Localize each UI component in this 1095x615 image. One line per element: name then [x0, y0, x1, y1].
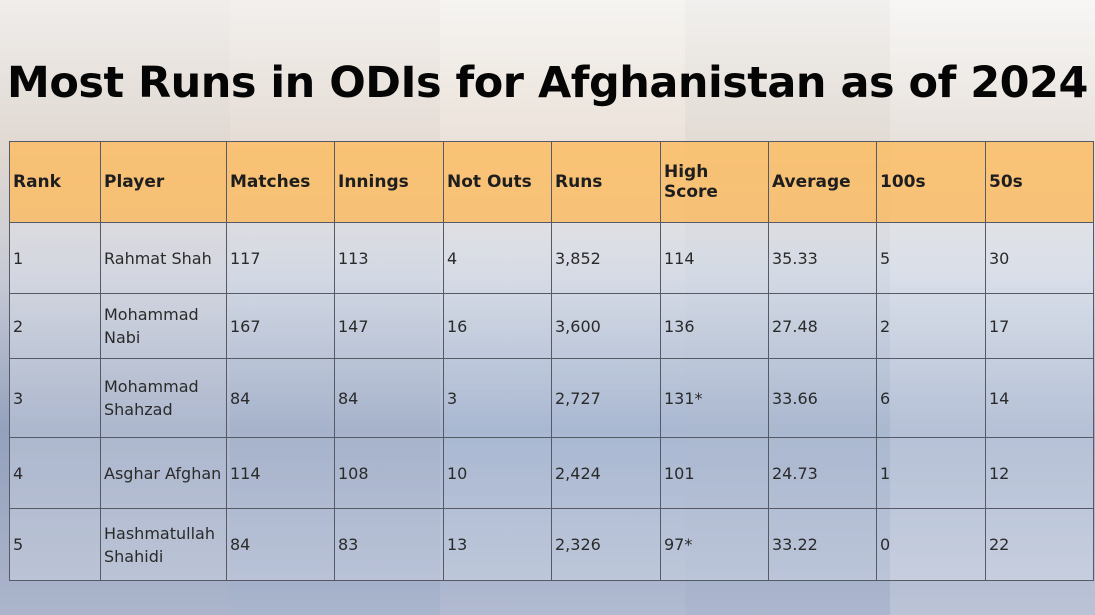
cell-matches: 84 [226, 508, 335, 581]
cell-not-outs: 3 [443, 358, 552, 438]
cell-rank: 5 [9, 508, 101, 581]
page-title: Most Runs in ODIs for Afghanistan as of … [7, 58, 1088, 108]
table-header-row: Rank Player Matches Innings Not Outs Run… [9, 141, 1094, 223]
column-header-matches: Matches [226, 141, 335, 223]
cell-50s: 14 [985, 358, 1094, 438]
cell-matches: 84 [226, 358, 335, 438]
cell-50s: 17 [985, 293, 1094, 359]
column-header-rank: Rank [9, 141, 101, 223]
column-header-innings: Innings [334, 141, 444, 223]
cell-player: Hashmatullah Shahidi [100, 508, 227, 581]
cell-runs: 2,326 [551, 508, 661, 581]
cell-matches: 114 [226, 437, 335, 509]
cell-100s: 2 [876, 293, 986, 359]
column-header-player: Player [100, 141, 227, 223]
cell-innings: 108 [334, 437, 444, 509]
cell-high-score: 114 [660, 222, 769, 294]
column-header-100s: 100s [876, 141, 986, 223]
cell-runs: 2,424 [551, 437, 661, 509]
cell-100s: 1 [876, 437, 986, 509]
cell-player: Mohammad Nabi [100, 293, 227, 359]
cell-high-score: 131* [660, 358, 769, 438]
cell-not-outs: 10 [443, 437, 552, 509]
cell-average: 27.48 [768, 293, 877, 359]
cell-runs: 3,600 [551, 293, 661, 359]
cell-100s: 6 [876, 358, 986, 438]
cell-average: 24.73 [768, 437, 877, 509]
cell-rank: 1 [9, 222, 101, 294]
table-row: 3 Mohammad Shahzad 84 84 3 2,727 131* 33… [9, 358, 1094, 438]
cell-100s: 5 [876, 222, 986, 294]
cell-player: Mohammad Shahzad [100, 358, 227, 438]
runs-table: Rank Player Matches Innings Not Outs Run… [9, 141, 1094, 581]
table-row: 2 Mohammad Nabi 167 147 16 3,600 136 27.… [9, 293, 1094, 359]
column-header-50s: 50s [985, 141, 1094, 223]
cell-rank: 2 [9, 293, 101, 359]
column-header-high-score: High Score [660, 141, 769, 223]
cell-runs: 2,727 [551, 358, 661, 438]
cell-high-score: 101 [660, 437, 769, 509]
cell-high-score: 136 [660, 293, 769, 359]
cell-matches: 167 [226, 293, 335, 359]
cell-high-score: 97* [660, 508, 769, 581]
cell-player: Rahmat Shah [100, 222, 227, 294]
cell-not-outs: 16 [443, 293, 552, 359]
cell-matches: 117 [226, 222, 335, 294]
cell-not-outs: 4 [443, 222, 552, 294]
cell-rank: 4 [9, 437, 101, 509]
cell-not-outs: 13 [443, 508, 552, 581]
cell-50s: 30 [985, 222, 1094, 294]
table-row: 1 Rahmat Shah 117 113 4 3,852 114 35.33 … [9, 222, 1094, 294]
cell-innings: 113 [334, 222, 444, 294]
cell-innings: 147 [334, 293, 444, 359]
column-header-runs: Runs [551, 141, 661, 223]
cell-50s: 12 [985, 437, 1094, 509]
cell-player: Asghar Afghan [100, 437, 227, 509]
cell-average: 33.66 [768, 358, 877, 438]
cell-innings: 83 [334, 508, 444, 581]
table-row: 5 Hashmatullah Shahidi 84 83 13 2,326 97… [9, 508, 1094, 581]
cell-runs: 3,852 [551, 222, 661, 294]
cell-50s: 22 [985, 508, 1094, 581]
cell-100s: 0 [876, 508, 986, 581]
cell-innings: 84 [334, 358, 444, 438]
cell-average: 35.33 [768, 222, 877, 294]
table-row: 4 Asghar Afghan 114 108 10 2,424 101 24.… [9, 437, 1094, 509]
cell-average: 33.22 [768, 508, 877, 581]
column-header-not-outs: Not Outs [443, 141, 552, 223]
cell-rank: 3 [9, 358, 101, 438]
column-header-average: Average [768, 141, 877, 223]
